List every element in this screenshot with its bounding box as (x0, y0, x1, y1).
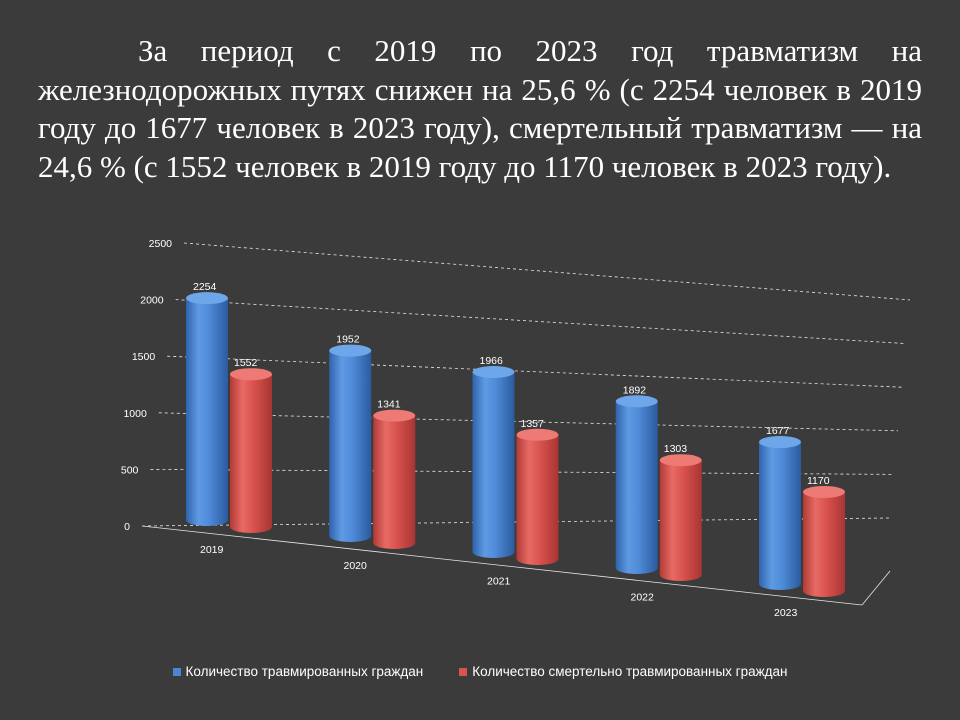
x-tick-label: 2023 (774, 607, 798, 619)
x-tick-label: 2020 (344, 560, 368, 572)
bar-top (329, 344, 372, 357)
data-label: 1357 (521, 418, 545, 430)
x-axis: 2019 2020 2021 2022 2023 (200, 544, 798, 619)
data-label: 1303 (664, 443, 688, 455)
bar-injured (615, 395, 658, 574)
bar-fatal (803, 485, 845, 597)
bars-layer (186, 292, 845, 597)
y-tick-label: 1500 (132, 351, 156, 363)
bar-top (373, 409, 416, 422)
data-label: 1170 (807, 475, 830, 487)
gridline (175, 299, 907, 344)
floor-front-edge (141, 525, 863, 606)
y-tick-label: 2000 (140, 295, 164, 307)
bar-body (472, 372, 515, 558)
bar-top (472, 366, 515, 379)
legend-swatch-fatal (459, 667, 468, 676)
y-tick-label: 500 (121, 464, 139, 476)
bar-fatal (659, 454, 702, 581)
legend-label-fatal: Количество смертельно травмированных гра… (472, 664, 788, 679)
bar-body (329, 350, 372, 542)
x-tick-label: 2022 (631, 591, 655, 603)
bar-body (759, 442, 801, 590)
bar-body (230, 374, 272, 533)
legend-swatch-injured (172, 667, 181, 676)
data-label: 1952 (336, 334, 360, 346)
gridline (141, 517, 891, 527)
bar-body (803, 491, 845, 597)
data-label: 1966 (480, 355, 504, 367)
bar-top (186, 292, 228, 305)
bar-top (615, 395, 658, 408)
legend-item-injured: Количество травмированных граждан (172, 664, 424, 679)
bar-body (615, 401, 658, 574)
data-label: 1677 (766, 425, 790, 437)
bar-fatal (516, 428, 559, 565)
bar-top (803, 485, 845, 498)
y-tick-label: 0 (124, 521, 130, 533)
bar-fatal (373, 409, 416, 549)
bar-injured (329, 344, 372, 542)
bar-body (516, 434, 559, 565)
bar-injured (186, 292, 228, 526)
bar-injured (759, 436, 801, 590)
gridline (183, 242, 911, 301)
y-tick-label: 1000 (123, 408, 147, 420)
y-tick-label: 2500 (149, 238, 173, 250)
legend: Количество травмированных граждан Количе… (0, 664, 960, 679)
slide-text: За период с 2019 по 2023 год травматизм … (38, 33, 922, 184)
bar-fatal (230, 368, 272, 533)
bar-top (759, 436, 801, 449)
data-label: 1552 (234, 357, 258, 369)
bar-top (230, 368, 272, 381)
gridline (167, 355, 903, 388)
data-label: 1341 (377, 399, 401, 411)
bar-body (659, 460, 702, 581)
data-labels-layer: 2254 1552 1952 1341 1966 1357 1892 1303 1677 1170 (193, 281, 830, 487)
data-label: 2254 (193, 281, 217, 293)
bar-injured (472, 366, 515, 558)
bar-body (186, 298, 228, 526)
legend-item-fatal: Количество смертельно травмированных гра… (459, 664, 788, 679)
data-label: 1892 (623, 384, 647, 396)
bar-top (659, 454, 702, 467)
legend-label-injured: Количество травмированных граждан (185, 664, 424, 679)
x-tick-label: 2019 (200, 544, 224, 556)
floor-right-edge (861, 570, 891, 606)
bar-body (373, 415, 416, 549)
x-tick-label: 2021 (487, 576, 511, 588)
bar-top (516, 428, 559, 441)
y-axis: 0 500 1000 1500 2000 2500 (121, 238, 172, 533)
